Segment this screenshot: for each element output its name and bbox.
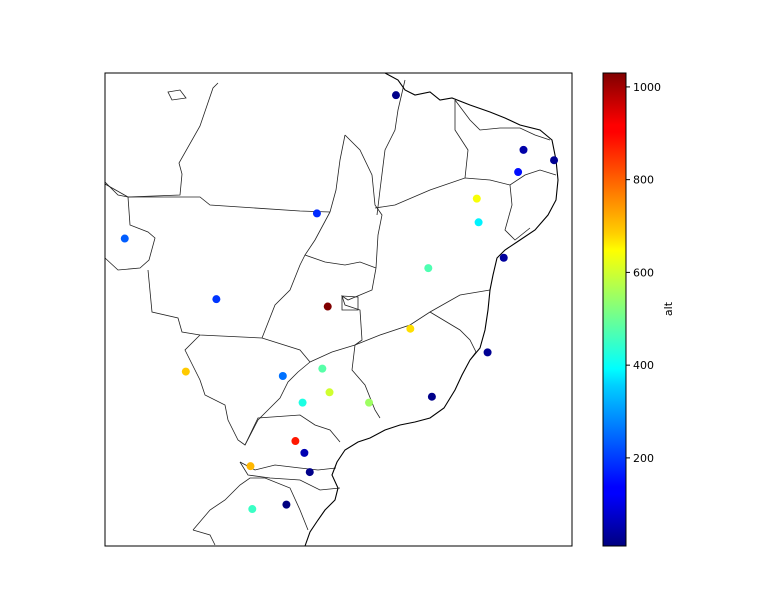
coastline [304, 73, 559, 546]
scatter-point [519, 145, 528, 154]
scatter-point [181, 367, 190, 376]
scatter-point [298, 398, 307, 407]
colorbar-tick-label: 200 [633, 452, 654, 465]
colorbar-ticks: 200 400 600 800 1000 [626, 81, 661, 465]
colorbar: 200 400 600 800 1000 alt [602, 72, 675, 547]
scatter-point [323, 302, 332, 311]
colorbar-tick-label: 1000 [633, 81, 661, 94]
scatter-point [325, 388, 334, 397]
scatter-point [120, 234, 129, 243]
scatter-point [305, 468, 314, 477]
scatter-point [312, 209, 321, 218]
scatter-points [120, 91, 559, 514]
scatter-point [246, 462, 255, 471]
colorbar-tick-label: 600 [633, 266, 654, 279]
map-plot [104, 72, 573, 547]
scatter-point [550, 156, 559, 165]
state-borders [105, 79, 557, 546]
scatter-point [291, 437, 300, 446]
scatter-point [278, 372, 287, 381]
scatter-point [483, 348, 492, 357]
colorbar-gradient [602, 72, 627, 547]
scatter-point [318, 364, 327, 373]
colorbar-tick-label: 800 [633, 174, 654, 187]
scatter-point [248, 505, 257, 514]
scatter-point [365, 398, 374, 407]
scatter-point [300, 448, 309, 457]
scatter-point [514, 168, 523, 177]
scatter-point [427, 392, 436, 401]
map-frame [104, 72, 573, 547]
scatter-point [499, 253, 508, 262]
scatter-point [424, 264, 433, 273]
colorbar-label: alt [662, 301, 675, 316]
scatter-point [212, 295, 221, 304]
scatter-point [282, 500, 291, 509]
scatter-point [472, 194, 481, 203]
scatter-point [474, 218, 483, 227]
scatter-point [406, 324, 415, 333]
scatter-point [391, 91, 400, 100]
colorbar-tick-label: 400 [633, 359, 654, 372]
